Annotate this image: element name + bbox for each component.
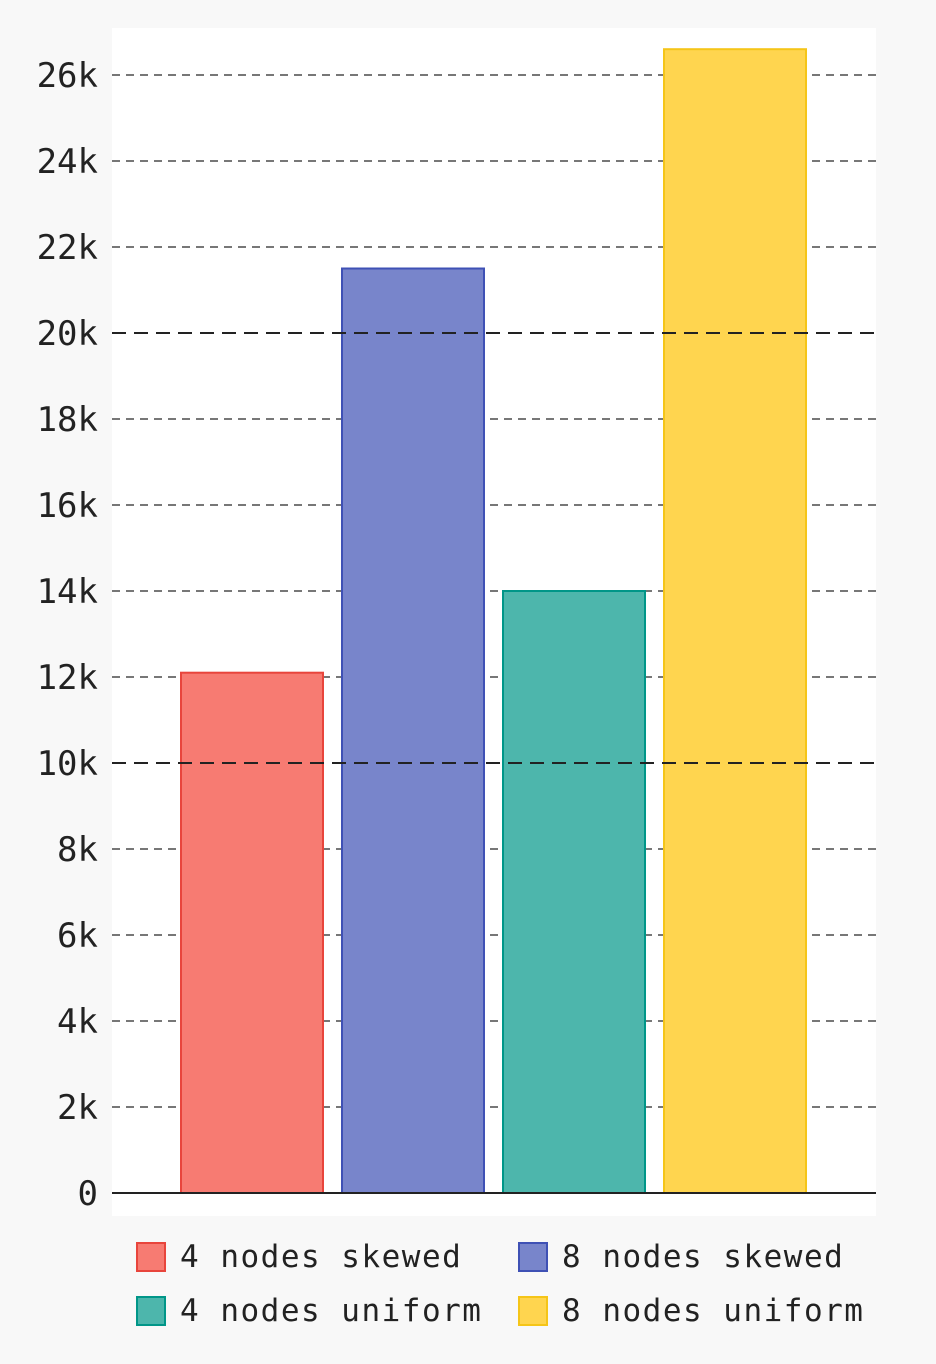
y-tick-label: 8k — [57, 830, 98, 870]
y-tick-label: 18k — [37, 400, 98, 440]
y-axis-ticks: 0 2k 4k 6k 8k 10k 12k 14k 16k 18k 20k 22k 24k 26k — [37, 56, 98, 1214]
y-tick-label: 22k — [37, 228, 98, 268]
legend-item-8-nodes-skewed[interactable]: 8 nodes skewed — [518, 1239, 898, 1275]
bar-4-nodes-skewed[interactable] — [180, 671, 324, 1194]
bar-chart-plot: 0 2k 4k 6k 8k 10k 12k 14k 16k 18k 20k 22k 24k 26k — [36, 48, 876, 1214]
y-tick-label: 10k — [37, 744, 98, 784]
highlight-gridlines — [112, 332, 876, 764]
legend-label: 8 nodes skewed — [562, 1239, 845, 1275]
y-tick-label: 6k — [57, 916, 98, 956]
y-tick-label: 2k — [57, 1088, 98, 1128]
legend-swatch — [518, 1242, 548, 1272]
y-tick-label: 0 — [78, 1174, 98, 1214]
legend-label: 4 nodes skewed — [180, 1239, 463, 1275]
legend-swatch — [136, 1242, 166, 1272]
legend-item-4-nodes-uniform[interactable]: 4 nodes uniform — [136, 1293, 518, 1329]
y-tick-label: 12k — [37, 658, 98, 698]
legend-label: 4 nodes uniform — [180, 1293, 483, 1329]
y-tick-label: 16k — [37, 486, 98, 526]
legend: 4 nodes skewed 8 nodes skewed 4 nodes un… — [136, 1239, 916, 1329]
bars — [180, 48, 807, 1195]
legend-item-8-nodes-uniform[interactable]: 8 nodes uniform — [518, 1293, 898, 1329]
y-tick-label: 14k — [37, 572, 98, 612]
bar-4-nodes-uniform[interactable] — [502, 590, 646, 1194]
y-tick-label: 26k — [37, 56, 98, 96]
legend-swatch — [518, 1296, 548, 1326]
legend-label: 8 nodes uniform — [562, 1293, 865, 1329]
legend-item-4-nodes-skewed[interactable]: 4 nodes skewed — [136, 1239, 518, 1275]
y-tick-label: 20k — [37, 314, 98, 354]
y-tick-label: 24k — [37, 142, 98, 182]
y-tick-label: 4k — [57, 1002, 98, 1042]
bar-8-nodes-uniform[interactable] — [663, 48, 807, 1195]
legend-swatch — [136, 1296, 166, 1326]
bar-8-nodes-skewed[interactable] — [341, 267, 485, 1194]
